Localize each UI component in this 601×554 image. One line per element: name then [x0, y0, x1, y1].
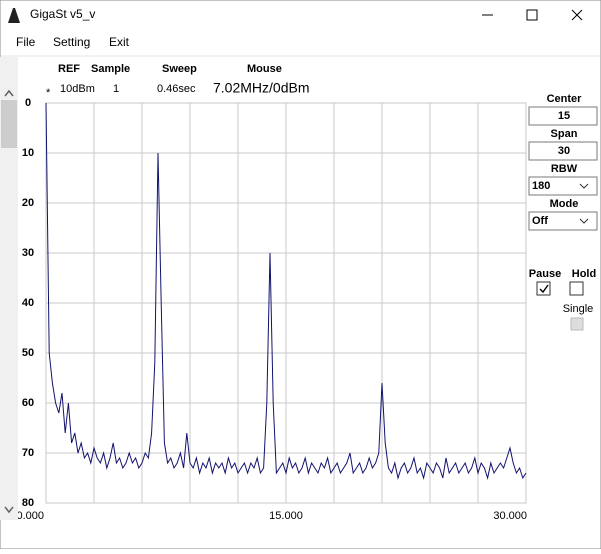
scroll-thumb[interactable] — [1, 100, 17, 148]
status-value: 1 — [113, 83, 119, 95]
checkbox[interactable] — [536, 281, 551, 296]
select-box[interactable] — [528, 176, 598, 196]
control-label: RBW — [551, 163, 578, 175]
y-tick-label: 50 — [22, 347, 34, 359]
status-header: REF — [58, 63, 80, 75]
maximize-button[interactable] — [526, 9, 538, 21]
y-tick-label: 60 — [22, 397, 34, 409]
checkbox-label: Single — [563, 303, 594, 315]
checkbox-label: Hold — [572, 268, 596, 280]
checkbox[interactable] — [569, 281, 584, 296]
input-value: 15 — [558, 110, 570, 122]
spectrum-trace — [45, 102, 527, 480]
scrollbar — [0, 57, 18, 520]
menu-item[interactable]: Exit — [109, 35, 130, 49]
scroll-up[interactable] — [4, 89, 14, 97]
window-title: GigaSt v5_v — [30, 7, 95, 21]
select-value: Off — [532, 215, 548, 227]
status-value: 0.46sec — [157, 83, 196, 95]
status-header: Sample — [91, 63, 130, 75]
menu-item[interactable]: Setting — [53, 35, 90, 49]
checkbox-label: Pause — [529, 268, 561, 280]
control-label: Center — [547, 93, 583, 105]
x-tick-label: 0.000 — [16, 510, 44, 522]
menu-item[interactable]: File — [16, 35, 36, 49]
control-label: Span — [551, 128, 578, 140]
y-tick-label: 0 — [25, 97, 31, 109]
scroll-down[interactable] — [4, 506, 14, 514]
checkmark — [539, 284, 549, 294]
select-value: 180 — [532, 180, 550, 192]
status-header: Sweep — [162, 63, 197, 75]
mouse-readout: 7.02MHz/0dBm — [213, 80, 309, 96]
input-box[interactable] — [528, 106, 598, 126]
y-tick-label: 70 — [22, 447, 34, 459]
status-header: Mouse — [247, 63, 282, 75]
input-value: 30 — [558, 145, 570, 157]
checkbox — [570, 317, 584, 331]
control-label: Mode — [550, 198, 579, 210]
input-box[interactable] — [528, 141, 598, 161]
marker: * — [46, 87, 51, 99]
y-tick-label: 20 — [22, 197, 34, 209]
close-button[interactable] — [571, 9, 583, 21]
select-box[interactable] — [528, 211, 598, 231]
y-tick-label: 10 — [22, 147, 34, 159]
y-tick-label: 30 — [22, 247, 34, 259]
select-arrow — [579, 218, 589, 224]
y-tick-label: 40 — [22, 297, 34, 309]
y-tick-label: 80 — [22, 497, 34, 509]
select-arrow — [579, 183, 589, 189]
x-tick-label: 30.000 — [493, 510, 527, 522]
app-icon — [8, 8, 20, 23]
status-value: 10dBm — [60, 83, 95, 95]
x-tick-label: 15.000 — [269, 510, 303, 522]
